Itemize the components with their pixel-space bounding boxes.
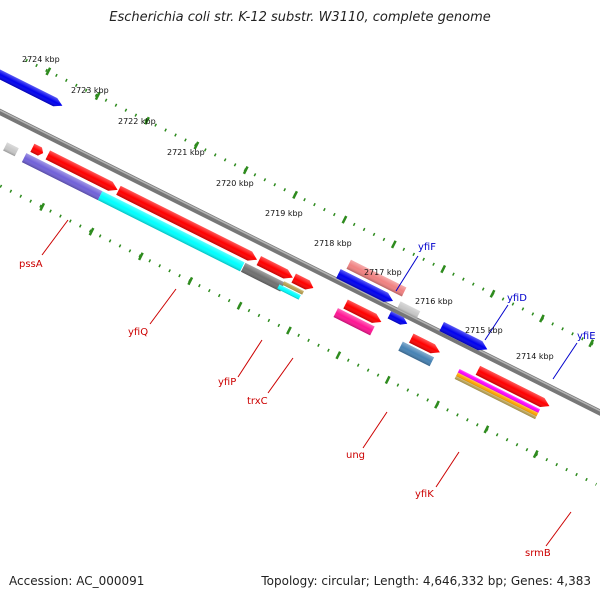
ruler-tick <box>588 339 595 348</box>
ruler-tick <box>292 190 299 200</box>
ruler-label: 2715 kbp <box>465 326 503 335</box>
ruler-label: 2724 kbp <box>22 55 60 64</box>
feature-red-small-shading <box>30 143 44 156</box>
ruler-tick <box>532 449 539 459</box>
ruler-tick <box>341 215 348 224</box>
upper-ruler <box>25 58 600 375</box>
ruler-tick <box>384 375 391 385</box>
accession-text: Accession: AC_000091 <box>9 574 145 588</box>
ruler-tick <box>236 301 243 310</box>
leader-ung <box>362 411 388 449</box>
ruler-tick <box>489 289 496 298</box>
feature-salmon-shading <box>346 259 407 297</box>
leader-pssA <box>41 219 69 256</box>
ruler-tick <box>335 351 342 360</box>
feature-blue-top-shading <box>0 64 63 107</box>
feature-red-tiny-shading <box>291 273 314 290</box>
feature-blue-small-shading <box>387 311 408 325</box>
ruler-tick <box>242 166 249 175</box>
ruler-tick <box>390 240 397 249</box>
ruler-label: 2723 kbp <box>71 86 109 95</box>
leader-yfiD <box>484 304 509 341</box>
ruler-label: 2719 kbp <box>265 209 303 218</box>
feature-orange-shading <box>455 372 539 417</box>
ruler-tick <box>187 276 194 286</box>
ruler-label: 2718 kbp <box>314 239 352 248</box>
gene-label-yfiK: yfiK <box>415 489 434 500</box>
gene-label-ung: ung <box>346 450 365 461</box>
gene-label-yfiE: yfiE <box>577 331 596 342</box>
gene-label-srmB: srmB <box>525 548 551 559</box>
feature-red-yfik-shading <box>409 333 440 354</box>
feature-olive-shading <box>282 281 304 295</box>
feature-darkgray-shading <box>240 262 285 292</box>
feature-red-ung-shading <box>343 299 382 323</box>
ruler-label: 2717 kbp <box>364 268 402 277</box>
feature-blue-mid-shading <box>336 269 393 302</box>
feature-steel-shading <box>398 341 435 367</box>
map-title: Escherichia coli str. K-12 substr. W3110… <box>109 10 491 25</box>
feature-magenta-shading <box>457 368 541 413</box>
leader-yfiE <box>552 342 578 380</box>
ruler-label: 2720 kbp <box>216 179 254 188</box>
genome-backbone <box>0 104 600 429</box>
leader-trxC <box>267 357 294 394</box>
gene-label-pssA: pssA <box>19 259 43 270</box>
feature-red-long-2-shading <box>116 185 258 261</box>
ruler-label: 2716 kbp <box>415 297 453 306</box>
ruler-label: 2722 kbp <box>118 117 156 126</box>
ruler-label: 2714 kbp <box>516 352 554 361</box>
topology-text: Topology: circular; Length: 4,646,332 bp… <box>261 574 591 588</box>
ruler-tick <box>94 91 101 101</box>
feature-cyan-small-shading <box>277 284 301 300</box>
feature-red-med-shading <box>256 256 293 279</box>
ruler-tick <box>88 227 95 236</box>
leader-yfiF <box>395 255 419 292</box>
ruler-tick <box>483 425 490 434</box>
gene-label-yfiF: yfiF <box>418 242 436 253</box>
feature-purple-shading <box>21 153 103 201</box>
feature-lightgray-2-shading <box>397 301 421 319</box>
gene-label-yfiP: yfiP <box>218 377 236 388</box>
ruler-tick <box>538 314 545 323</box>
ruler-label: 2721 kbp <box>167 148 205 157</box>
gene-label-yfiD: yfiD <box>507 293 527 304</box>
gene-label-yfiQ: yfiQ <box>128 327 148 338</box>
leader-yfiQ <box>149 288 177 325</box>
ruler-tick <box>45 67 52 76</box>
feature-blue-right-shading <box>439 322 488 351</box>
feature-pink-shading <box>333 308 375 336</box>
ruler-tick <box>137 252 144 261</box>
ruler-tick <box>286 326 292 335</box>
ruler-tick <box>193 141 200 150</box>
ruler-tick <box>39 202 46 212</box>
ruler-tick <box>144 116 150 125</box>
ruler-tick <box>434 400 440 409</box>
feature-cyan-shading <box>97 191 245 272</box>
feature-red-long-1-shading <box>45 150 118 191</box>
leader-srmB <box>545 511 572 547</box>
gene-label-trxC: trxC <box>247 396 268 407</box>
lower-ruler <box>0 169 598 486</box>
leader-yfiP <box>237 339 263 378</box>
feature-lightgray-shading <box>3 142 19 157</box>
feature-red-srmb-shading <box>475 365 550 408</box>
feature-olive-2-shading <box>454 376 537 420</box>
ruler-tick <box>440 264 447 274</box>
leader-yfiK <box>435 451 460 488</box>
